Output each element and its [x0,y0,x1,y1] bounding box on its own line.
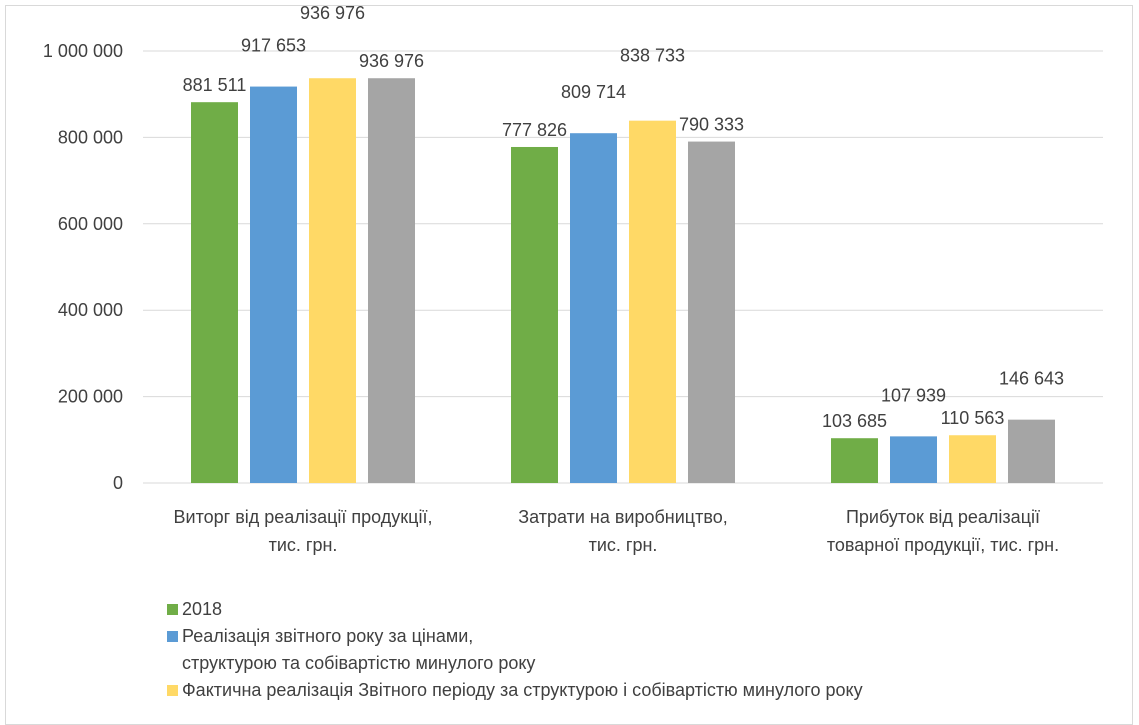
data-labels: 881 511 917 653 936 976 936 976 777 826 809 7… [183,3,1064,431]
bar-chart: 0 200 000 400 000 600 000 800 000 1 000 000 8… [43,3,1103,555]
bar-value-label: 838 733 [620,46,685,66]
bar-value-label: 936 976 [359,51,424,71]
bar [1008,419,1055,483]
x-category-label: Виторг від реалізації продукції, тис. грн… [174,507,433,555]
x-category-label: Прибуток від реалізації товарної продукці… [827,507,1059,555]
gridlines [143,50,1103,484]
x-category-label: Затрати на виробництво, тис. грн. [518,507,727,555]
bar [570,133,617,483]
legend-item: Фактична реалізація Звітного періоду за … [167,677,863,704]
bar-value-label: 809 714 [561,82,626,102]
legend-item: 2018 [167,596,863,623]
bar-value-label: 110 563 [941,408,1005,428]
legend-swatch [167,685,178,696]
legend-label: 2018 [182,599,223,619]
y-tick-label: 200 000 [58,387,123,407]
bar [688,141,735,483]
bar-value-label: 790 333 [679,115,744,135]
legend-label: Реалізація звітного року за цінами, стру… [182,626,536,673]
bar-value-label: 936 976 [300,3,365,23]
bar [250,86,297,483]
bar [191,102,238,483]
legend: 2018 Реалізація звітного року за цінами, … [167,596,863,704]
bar [629,120,676,483]
bar-value-label: 881 511 [183,75,247,95]
bar-value-label: 103 685 [822,411,887,431]
bar-value-label: 917 653 [241,36,306,56]
y-tick-label: 800 000 [58,127,123,147]
bar [309,78,356,483]
bar-value-label: 107 939 [881,385,946,405]
legend-swatch [167,604,178,615]
x-axis-category-labels: Виторг від реалізації продукції, тис. грн… [174,507,1060,555]
bar-value-label: 777 826 [502,120,567,140]
y-tick-label: 0 [113,473,123,493]
legend-swatch [167,631,178,642]
bar [511,146,558,483]
legend-label: Фактична реалізація Звітного періоду за … [182,680,863,700]
bar-value-label: 146 643 [999,369,1064,389]
y-tick-label: 400 000 [58,300,123,320]
y-tick-label: 1 000 000 [43,41,123,61]
bars [191,78,1055,483]
bar [949,435,996,483]
bar [368,78,415,483]
legend-item: Реалізація звітного року за цінами, стру… [167,623,863,677]
bar [831,438,878,483]
y-tick-label: 600 000 [58,214,123,234]
y-axis-tick-labels: 0 200 000 400 000 600 000 800 000 1 000 000 [43,41,123,493]
bar [890,436,937,483]
